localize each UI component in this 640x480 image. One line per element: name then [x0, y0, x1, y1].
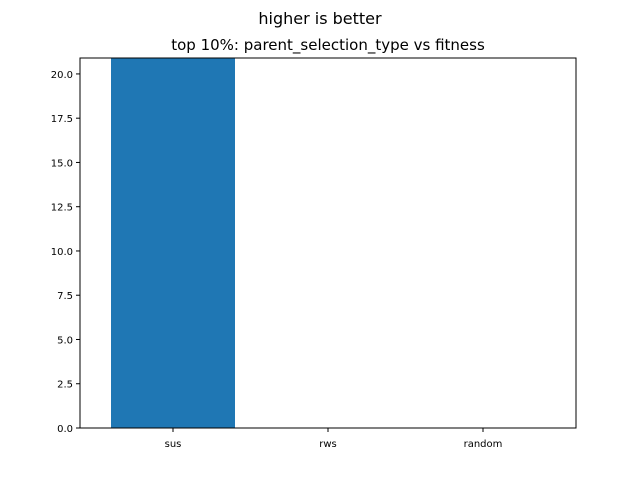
y-axis: 0.0 2.5 5.0 7.5 10.0 12.5 15.0 17.5 20.0 — [51, 70, 80, 435]
x-tick-label: sus — [165, 439, 182, 450]
y-tick-label: 12.5 — [51, 203, 73, 214]
x-axis: sus rws random — [165, 428, 503, 450]
chart-suptitle: higher is better — [258, 9, 382, 28]
bar-sus — [111, 58, 235, 428]
bars-group — [111, 58, 235, 428]
x-tick-label: random — [464, 439, 503, 450]
y-tick-label: 0.0 — [57, 424, 73, 435]
x-tick-label: rws — [319, 439, 337, 450]
y-tick-label: 5.0 — [57, 335, 73, 346]
y-tick-label: 17.5 — [51, 114, 73, 125]
chart-title: top 10%: parent_selection_type vs fitnes… — [171, 36, 485, 55]
y-tick-label: 20.0 — [51, 70, 73, 81]
y-tick-label: 7.5 — [57, 291, 73, 302]
plot-frame — [79, 57, 577, 429]
y-tick-label: 15.0 — [51, 158, 73, 169]
y-tick-label: 2.5 — [57, 380, 73, 391]
y-tick-label: 10.0 — [51, 247, 73, 258]
